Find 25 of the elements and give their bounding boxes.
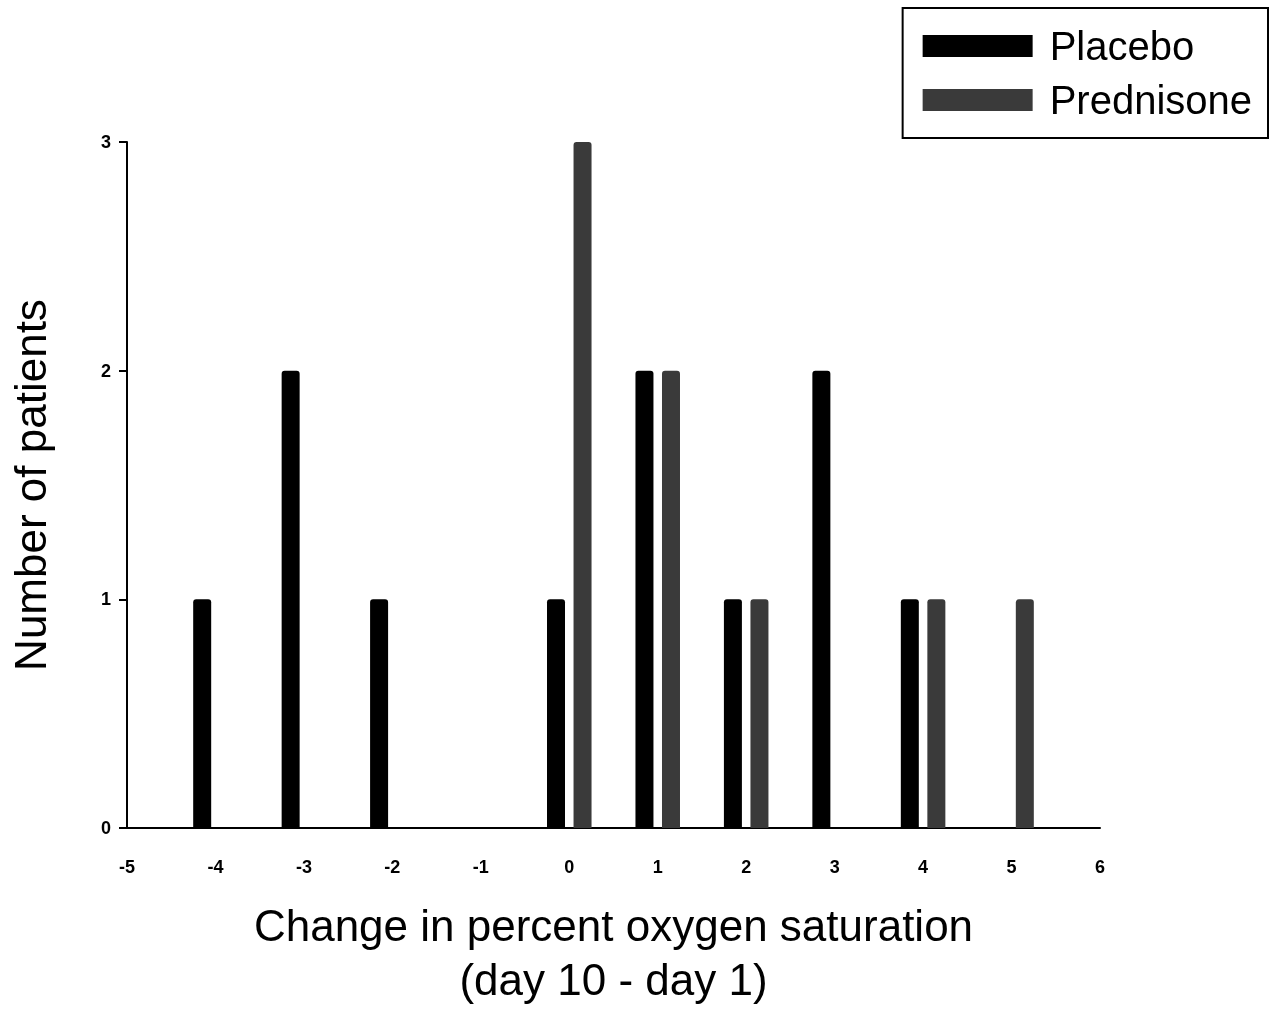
x-tick-label: -4 — [207, 857, 224, 877]
bar — [1015, 599, 1034, 828]
bar — [662, 370, 680, 828]
bar — [573, 142, 592, 828]
x-tick-label: -1 — [472, 857, 489, 877]
legend-label: Placebo — [1049, 24, 1195, 68]
x-tick-label: -5 — [118, 857, 136, 877]
x-tick-label: 0 — [564, 857, 575, 877]
x-tick-label: -2 — [384, 857, 401, 877]
y-tick-label: 0 — [100, 818, 111, 838]
y-tick-label: 2 — [100, 360, 111, 381]
x-tick-label: 6 — [1094, 857, 1106, 877]
x-tick-label: 4 — [918, 857, 929, 877]
y-tick-label: 3 — [100, 132, 111, 152]
y-tick-label: 1 — [100, 589, 111, 610]
x-tick-label: 2 — [741, 857, 752, 877]
y-axis-title: Number of patients — [5, 299, 55, 671]
x-tick-label: -3 — [295, 857, 312, 877]
x-axis-title: Change in percent oxygen saturation (day 10 - day 1) — [253, 900, 974, 1004]
bar — [927, 599, 946, 828]
legend-label: Prednisone — [1049, 78, 1253, 122]
bar — [750, 599, 769, 828]
x-tick-label: 3 — [829, 857, 840, 877]
x-tick-label: 5 — [1006, 857, 1017, 877]
x-tick-label: 1 — [652, 857, 663, 877]
